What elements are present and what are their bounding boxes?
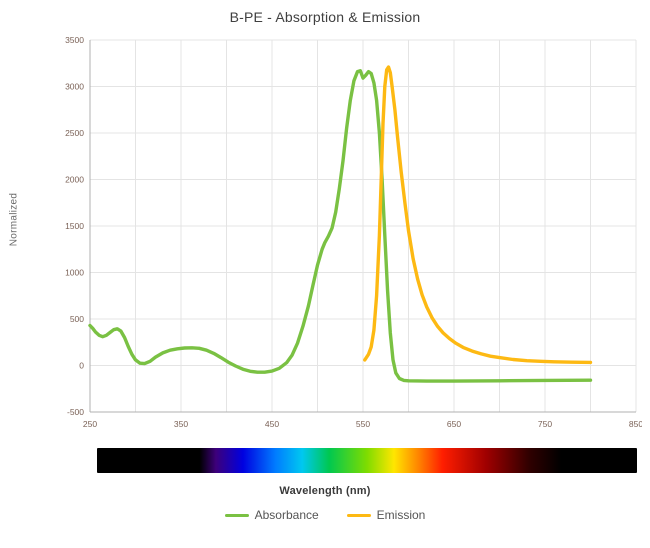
y-tick-label: 500 — [70, 314, 84, 324]
y-tick-label: 2500 — [65, 128, 84, 138]
y-tick-label: 1500 — [65, 221, 84, 231]
emission-curve — [363, 65, 593, 365]
legend: Absorbance Emission — [0, 508, 650, 522]
x-tick-label: 650 — [447, 419, 461, 429]
y-tick-label: 3000 — [65, 82, 84, 92]
y-tick-label: 3500 — [65, 35, 84, 45]
legend-item-absorbance: Absorbance — [224, 508, 319, 522]
absorbance-line-swatch — [224, 513, 249, 517]
y-axis-label: Normalized — [8, 192, 20, 247]
plot-area: 3500 3000 2500 2000 1500 1000 500 0 -500 250 350 45… — [65, 35, 642, 429]
x-tick-label: 750 — [538, 419, 552, 429]
chart-row: Normalized 3500 3000 2500 2000 1500 1000 500 0 -… — [0, 32, 650, 436]
legend-item-emission: Emission — [346, 508, 426, 522]
y-tick-label: -500 — [67, 407, 84, 417]
x-tick-label: 850 — [629, 419, 642, 429]
legend-label-absorbance: Absorbance — [254, 508, 319, 522]
x-tick-label: 450 — [265, 419, 279, 429]
y-axis-label-column: Normalized — [0, 32, 26, 436]
x-tick-label: 550 — [356, 419, 370, 429]
absorbance-curve — [88, 69, 593, 383]
y-tick-label: 0 — [79, 361, 84, 371]
x-axis-label: Wavelength (nm) — [279, 485, 371, 497]
wavelength-spectrum-bar — [97, 448, 637, 473]
x-tick-label: 250 — [83, 419, 97, 429]
legend-label-emission: Emission — [376, 508, 426, 522]
y-tick-label: 2000 — [65, 175, 84, 185]
emission-line-swatch — [346, 513, 371, 517]
x-tick-label: 350 — [174, 419, 188, 429]
chart-title: B-PE - Absorption & Emission — [229, 9, 421, 25]
y-tick-label: 1000 — [65, 268, 84, 278]
